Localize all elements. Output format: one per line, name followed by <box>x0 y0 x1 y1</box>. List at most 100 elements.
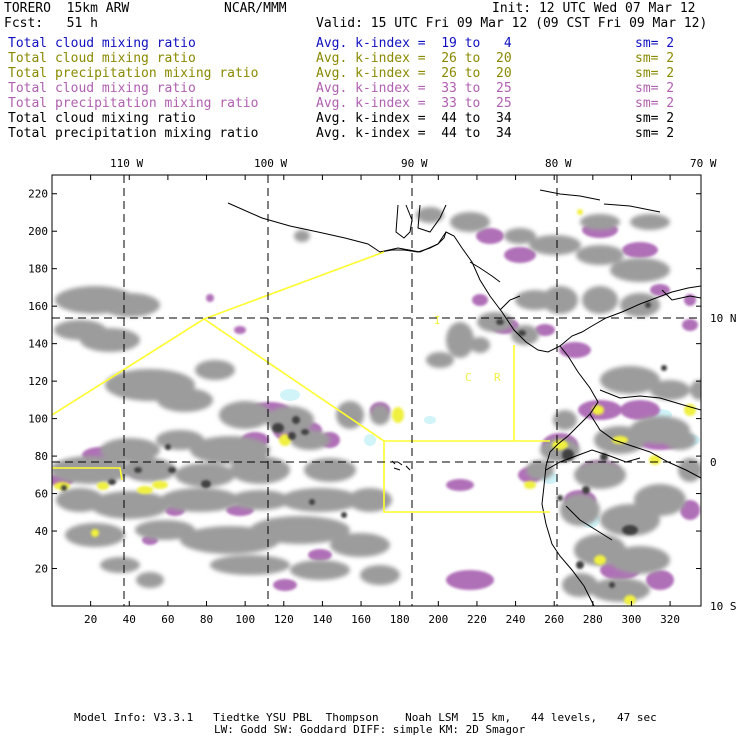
legend-sm: sm= 2 <box>635 111 675 126</box>
gray-cloud-patch <box>360 565 400 585</box>
gray-cloud-patch <box>348 488 392 512</box>
legend-sm: sm= 2 <box>635 126 675 141</box>
purple-precip-patch <box>535 324 555 336</box>
gray-cloud-patch <box>90 491 170 519</box>
gray-cloud-patch <box>230 490 290 510</box>
lon-label: 100 W <box>254 157 287 170</box>
mexico-border <box>379 231 447 253</box>
dark-cloud-core <box>622 525 638 535</box>
purple-precip-patch <box>680 500 700 520</box>
y-tick-label: 180 <box>28 263 48 276</box>
dark-cloud-core <box>582 486 590 494</box>
plot-frame <box>51 174 702 607</box>
gray-cloud-patch <box>330 533 390 557</box>
x-tick-label: 300 <box>622 613 642 626</box>
gray-cloud-patch <box>370 405 390 425</box>
gray-cloud-patch <box>195 360 235 380</box>
y-tick-label: 200 <box>28 225 48 238</box>
yellow-precip-patch <box>684 404 696 416</box>
yellow-precip-patch <box>594 555 606 565</box>
gray-cloud-layer <box>52 207 701 602</box>
purple-precip-patch <box>446 479 474 491</box>
forecast-hour: Fcst: 51 h <box>4 16 98 31</box>
gray-cloud-patch <box>610 546 670 574</box>
gray-cloud-patch <box>136 572 164 588</box>
yucatan-coast <box>395 204 413 239</box>
x-tick-label: 60 <box>161 613 174 626</box>
gray-cloud-patch <box>157 388 213 412</box>
legend-kindex: Avg. k-index = 33 to 25 <box>316 81 512 96</box>
legend-field: Total cloud mixing ratio <box>8 51 196 66</box>
hispaniola-coast <box>603 203 661 213</box>
gray-cloud-patch <box>250 516 350 544</box>
legend-sm: sm= 2 <box>635 81 675 96</box>
legend-kindex: Avg. k-index = 33 to 25 <box>316 96 512 111</box>
dark-cloud-core <box>165 444 171 450</box>
y-tick-label: 60 <box>35 488 48 501</box>
gray-cloud-patch <box>574 461 626 489</box>
dark-cloud-core <box>645 302 651 308</box>
gray-cloud-patch <box>304 458 356 482</box>
outline-northwest <box>203 251 385 320</box>
gray-cloud-patch <box>100 293 160 317</box>
cyan-patch <box>424 416 436 424</box>
box-label: R <box>494 371 501 384</box>
lon-label: 70 W <box>690 157 717 170</box>
lat-label: 0 <box>710 456 717 469</box>
gray-cloud-patch <box>630 214 670 230</box>
gray-cloud-patch <box>542 286 578 314</box>
box-label: C <box>465 371 472 384</box>
model-title: TORERO 15km ARW <box>4 1 130 16</box>
legend-field: Total precipitation mixing ratio <box>8 126 259 141</box>
gray-cloud-patch <box>219 401 271 429</box>
y-tick-label: 120 <box>28 375 48 388</box>
yellow-precip-patch <box>592 405 604 415</box>
colombia-venezuela-border <box>599 389 701 411</box>
gray-cloud-patch <box>135 520 195 540</box>
x-tick-label: 140 <box>312 613 332 626</box>
legend-field: Total precipitation mixing ratio <box>8 96 259 111</box>
purple-precip-patch <box>234 326 246 334</box>
gray-cloud-patch <box>100 438 160 462</box>
gray-cloud-patch <box>160 488 240 512</box>
purple-precip-patch <box>620 400 660 420</box>
outline-left <box>52 467 123 481</box>
cyan-patch <box>280 389 300 401</box>
caribbean-coast <box>661 289 701 301</box>
legend-kindex: Avg. k-index = 19 to 4 <box>316 36 512 51</box>
dark-cloud-core <box>288 432 296 440</box>
yellow-precip-patch <box>624 595 636 605</box>
purple-precip-patch <box>504 247 536 263</box>
purple-precip-patch <box>682 319 698 331</box>
legend-kindex: Avg. k-index = 26 to 20 <box>316 51 512 66</box>
cyan-patch <box>364 434 376 446</box>
legend-field: Total cloud mixing ratio <box>8 111 196 126</box>
x-tick-label: 20 <box>84 613 97 626</box>
lon-label: 80 W <box>545 157 572 170</box>
gray-cloud-patch <box>664 430 696 450</box>
box-labels: I C R <box>434 314 501 384</box>
dark-cloud-core <box>292 416 300 424</box>
central-america-coast <box>227 202 701 353</box>
purple-precip-patch <box>206 294 214 302</box>
x-tick-label: 80 <box>200 613 213 626</box>
gray-cloud-patch <box>124 458 176 482</box>
gray-cloud-patch <box>690 380 701 400</box>
gray-cloud-patch <box>290 560 350 580</box>
gray-cloud-patch <box>156 430 204 450</box>
gray-cloud-patch <box>290 430 330 450</box>
gray-cloud-patch <box>477 312 513 332</box>
x-tick-label: 40 <box>123 613 136 626</box>
y-tick-label: 40 <box>35 525 48 538</box>
yellow-precip-patch <box>97 482 109 490</box>
lon-label: 110 W <box>110 157 143 170</box>
gray-cloud-patch <box>446 322 474 358</box>
gray-cloud-patch <box>529 235 581 255</box>
legend-kindex: Avg. k-index = 26 to 20 <box>316 66 512 81</box>
dark-cloud-core <box>496 319 504 325</box>
honduras-border <box>469 261 501 283</box>
yellow-precip-patch <box>612 436 628 444</box>
purple-precip-patch <box>472 294 488 306</box>
dark-cloud-core <box>61 485 67 491</box>
